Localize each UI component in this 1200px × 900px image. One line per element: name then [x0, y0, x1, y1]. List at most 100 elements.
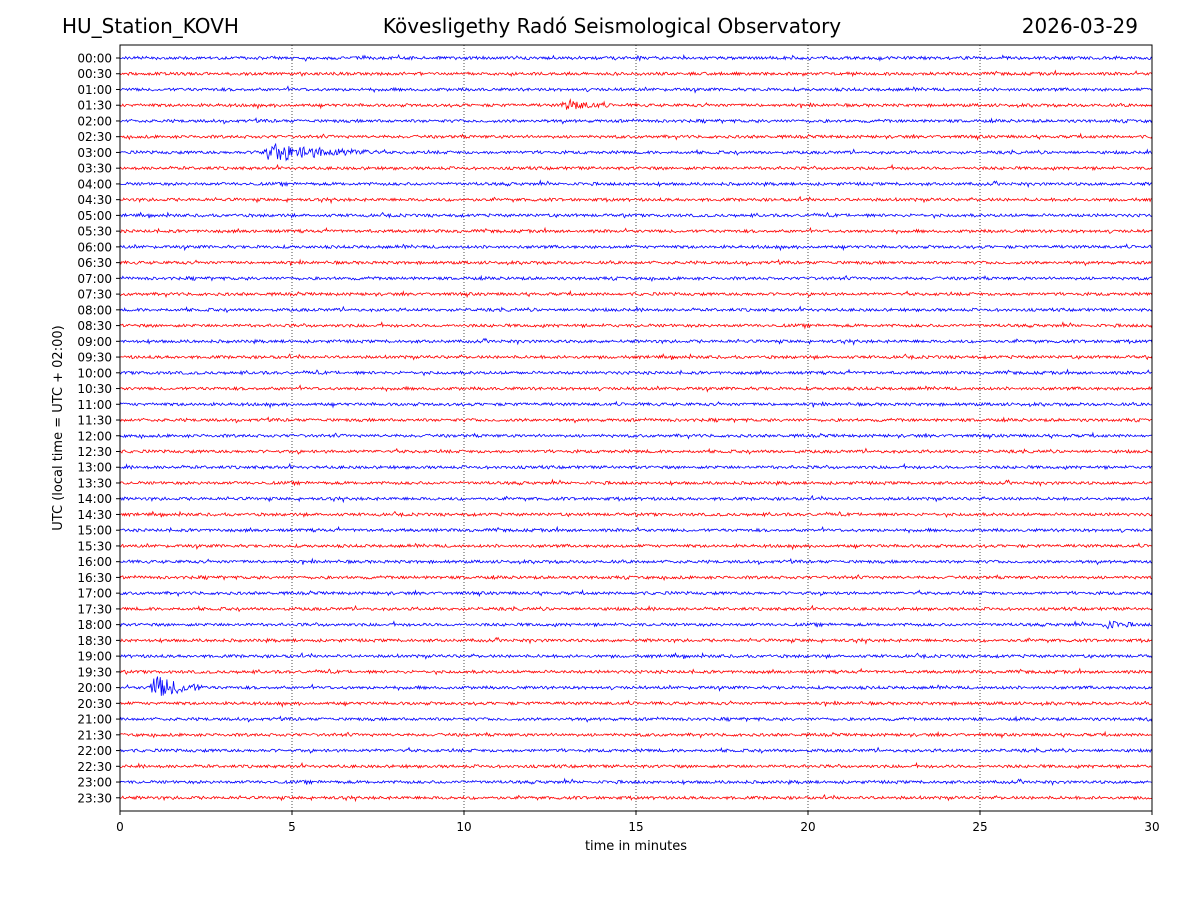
record-date: 2026-03-29	[1021, 14, 1138, 38]
seismic-trace-1630	[119, 574, 1153, 581]
seismic-trace-2000	[119, 676, 1153, 696]
x-axis-title: time in minutes	[585, 839, 687, 854]
trace-time-label: 22:30	[77, 760, 112, 774]
seismic-trace-0930	[119, 353, 1153, 361]
trace-time-label: 18:00	[77, 618, 112, 632]
trace-time-label: 07:30	[77, 288, 112, 302]
trace-time-label: 19:00	[77, 650, 112, 664]
x-tick-label: 15	[628, 820, 643, 834]
x-tick-label: 0	[116, 820, 124, 834]
seismic-trace-1200	[119, 431, 1153, 440]
trace-time-label: 19:30	[77, 665, 112, 679]
seismic-trace-1300	[119, 462, 1153, 471]
trace-time-label: 21:30	[77, 728, 112, 742]
trace-time-label: 08:00	[77, 303, 112, 317]
seismic-trace-0830	[119, 321, 1153, 330]
seismic-trace-0030	[119, 69, 1153, 78]
seismic-trace-1000	[119, 368, 1153, 377]
trace-time-label: 05:00	[77, 209, 112, 223]
seismic-trace-1930	[119, 667, 1153, 676]
trace-time-label: 09:30	[77, 351, 112, 365]
seismic-trace-2030	[119, 699, 1153, 708]
seismic-trace-0730	[119, 289, 1153, 299]
seismic-trace-2100	[119, 715, 1153, 723]
trace-time-label: 17:00	[77, 587, 112, 601]
trace-time-label: 22:00	[77, 744, 112, 758]
seismic-trace-0100	[119, 85, 1153, 94]
trace-time-label: 09:00	[77, 335, 112, 349]
trace-time-label: 02:30	[77, 130, 112, 144]
x-tick-label: 10	[456, 820, 471, 834]
y-axis-title: UTC (local time = UTC + 02:00)	[51, 325, 66, 530]
seismic-trace-1100	[119, 400, 1153, 409]
trace-time-label: 03:30	[77, 162, 112, 176]
trace-time-label: 10:00	[77, 366, 112, 380]
seismic-trace-0700	[120, 274, 1153, 283]
trace-time-label: 11:00	[77, 398, 112, 412]
grid-lines	[291, 45, 981, 811]
seismic-trace-1130	[119, 416, 1153, 424]
trace-time-label: 20:30	[77, 697, 112, 711]
seismic-trace-2130	[119, 730, 1153, 739]
seismic-trace-2300	[119, 777, 1153, 787]
seismic-trace-0330	[119, 163, 1153, 172]
trace-time-label: 04:00	[77, 177, 112, 191]
trace-time-label: 11:30	[77, 414, 112, 428]
observatory-title: Kövesligethy Radó Seismological Observat…	[382, 14, 842, 38]
seismic-trace-1800	[119, 620, 1153, 630]
trace-time-label: 07:00	[77, 272, 112, 286]
seismic-trace-1330	[119, 478, 1153, 487]
seismic-trace-0000	[119, 53, 1153, 62]
trace-time-label: 13:00	[77, 461, 112, 475]
seismic-trace-0130	[119, 98, 1153, 110]
trace-time-label: 23:00	[77, 776, 112, 790]
trace-time-label: 20:00	[77, 681, 112, 695]
trace-time-label: 00:00	[77, 52, 112, 66]
trace-time-label: 16:30	[77, 571, 112, 585]
trace-time-label: 10:30	[77, 382, 112, 396]
x-tick-label: 25	[972, 820, 987, 834]
trace-time-label: 03:00	[77, 146, 112, 160]
trace-time-label: 12:00	[77, 429, 112, 443]
trace-time-label: 01:00	[77, 83, 112, 97]
trace-time-label: 04:30	[77, 193, 112, 207]
trace-time-label: 06:30	[77, 256, 112, 270]
trace-time-label: 00:30	[77, 67, 112, 81]
seismic-trace-0800	[119, 305, 1153, 314]
seismic-trace-1400	[119, 494, 1153, 504]
seismic-trace-0500	[119, 211, 1153, 219]
x-axis-ticks: 0 5 10 15 20 25 30	[116, 811, 1160, 834]
seismic-trace-2330	[119, 793, 1153, 803]
x-tick-label: 5	[288, 820, 296, 834]
trace-time-label: 21:00	[77, 713, 112, 727]
seismic-trace-0430	[119, 195, 1153, 205]
x-tick-label: 30	[1144, 820, 1159, 834]
seismic-trace-2230	[119, 761, 1153, 770]
seismic-trace-0200	[119, 117, 1153, 125]
seismic-trace-1530	[119, 542, 1153, 551]
trace-time-label: 05:30	[77, 225, 112, 239]
trace-time-label: 17:30	[77, 602, 112, 616]
seismic-trace-0530	[119, 226, 1153, 235]
seismic-trace-1430	[119, 510, 1153, 518]
station-name: HU_Station_KOVH	[62, 14, 239, 38]
trace-time-label: 13:30	[77, 476, 112, 490]
trace-time-label: 01:30	[77, 99, 112, 113]
trace-time-label: 12:30	[77, 445, 112, 459]
trace-time-label: 14:00	[77, 492, 112, 506]
seismic-trace-1600	[119, 557, 1153, 566]
trace-time-label: 08:30	[77, 319, 112, 333]
seismic-trace-1900	[119, 652, 1153, 660]
trace-time-label: 15:30	[77, 539, 112, 553]
seismic-trace-1730	[119, 604, 1153, 613]
seismic-trace-1700	[119, 589, 1153, 598]
seismic-trace-0600	[119, 243, 1153, 252]
seismic-trace-0300	[119, 142, 1153, 162]
seismic-trace-0400	[119, 179, 1153, 188]
seismic-trace-0900	[119, 337, 1153, 346]
trace-time-label: 02:00	[77, 114, 112, 128]
seismic-traces	[119, 53, 1153, 803]
trace-time-label: 14:30	[77, 508, 112, 522]
